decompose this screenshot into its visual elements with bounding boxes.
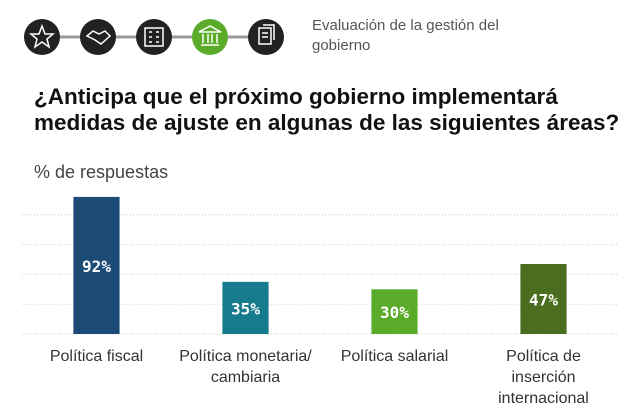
value-label: 35% [231, 299, 260, 318]
x-tick-label: Política de inserción internacional [498, 348, 589, 407]
bar [520, 263, 567, 334]
chart-subtitle: % de respuestas [34, 162, 169, 182]
chart-title: ¿Anticipa que el próximo gobierno implem… [34, 84, 620, 135]
x-tick-label: Política monetaria/ cambiaria [179, 348, 312, 386]
icon-handshake[interactable] [80, 19, 116, 55]
icon-building[interactable] [136, 19, 172, 55]
bar [371, 289, 418, 334]
bar [222, 281, 269, 334]
value-label: 47% [529, 290, 558, 309]
value-label: 30% [380, 303, 409, 322]
icon-documents[interactable] [248, 19, 284, 55]
x-tick-label: Política salarial [340, 348, 449, 365]
value-label: 92% [82, 257, 111, 276]
icon-government[interactable] [192, 19, 228, 55]
bar [73, 196, 120, 334]
x-tick-label: Política fiscal [49, 348, 144, 365]
icon-star[interactable] [24, 19, 60, 55]
header-title: Evaluación de la gestión del gobierno [312, 17, 499, 54]
